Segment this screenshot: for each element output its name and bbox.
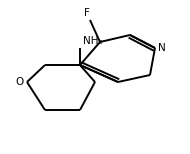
Text: O: O [16,77,24,87]
Text: F: F [84,8,90,18]
Text: NH₂: NH₂ [83,36,103,46]
Text: N: N [158,43,166,53]
